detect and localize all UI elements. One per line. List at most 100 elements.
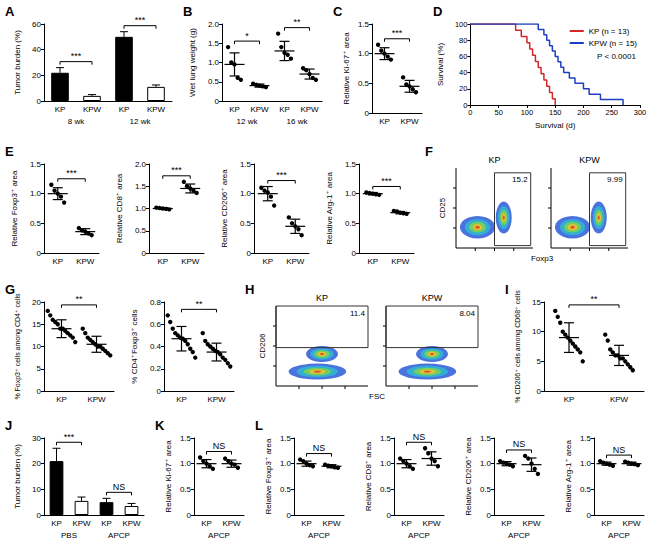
svg-text:1.5: 1.5 xyxy=(480,434,492,443)
svg-text:E: E xyxy=(5,144,14,159)
svg-text:G: G xyxy=(5,282,15,297)
svg-text:KP: KP xyxy=(51,519,62,528)
svg-text:KPW: KPW xyxy=(207,395,226,404)
svg-text:Relative Arg-1⁺ area: Relative Arg-1⁺ area xyxy=(564,440,573,513)
svg-text:KPW: KPW xyxy=(222,519,241,528)
svg-text:150: 150 xyxy=(549,108,562,117)
svg-text:KP: KP xyxy=(601,519,612,528)
svg-text:**: ** xyxy=(195,299,203,309)
svg-text:KP: KP xyxy=(119,105,130,114)
svg-text:***: *** xyxy=(171,165,182,175)
svg-text:**: ** xyxy=(293,17,301,27)
svg-text:16 wk: 16 wk xyxy=(287,117,309,126)
svg-text:0.5: 0.5 xyxy=(280,485,292,494)
svg-text:KP: KP xyxy=(55,105,66,114)
svg-text:KPW: KPW xyxy=(610,395,629,404)
svg-text:1.0: 1.0 xyxy=(180,459,192,468)
svg-text:D: D xyxy=(433,4,442,19)
svg-text:1.0: 1.0 xyxy=(280,459,292,468)
svg-text:H: H xyxy=(245,282,254,297)
svg-text:Relative CD8⁺ area: Relative CD8⁺ area xyxy=(115,173,124,243)
svg-text:0.5: 0.5 xyxy=(345,219,357,228)
svg-text:0: 0 xyxy=(37,97,42,106)
svg-text:1.5: 1.5 xyxy=(580,434,592,443)
svg-text:% CD4⁺Foxp3⁺ cells: % CD4⁺Foxp3⁺ cells xyxy=(130,309,139,383)
svg-text:1.5: 1.5 xyxy=(240,160,252,169)
svg-text:250: 250 xyxy=(605,108,618,117)
svg-text:1.0: 1.0 xyxy=(135,204,147,213)
svg-text:1.5: 1.5 xyxy=(380,434,392,443)
svg-text:KP: KP xyxy=(564,395,575,404)
svg-text:PBS: PBS xyxy=(61,531,77,540)
svg-text:Relative Arg-1⁺ area: Relative Arg-1⁺ area xyxy=(325,172,334,245)
svg-text:Foxp3: Foxp3 xyxy=(531,254,554,263)
svg-text:NS: NS xyxy=(313,443,326,453)
svg-text:11.4: 11.4 xyxy=(350,309,366,318)
svg-text:CD25: CD25 xyxy=(438,197,447,218)
svg-text:1.0: 1.0 xyxy=(240,189,252,198)
svg-text:KP: KP xyxy=(157,257,168,266)
svg-text:1.0: 1.0 xyxy=(580,459,592,468)
svg-text:0: 0 xyxy=(463,101,467,110)
svg-text:200: 200 xyxy=(577,108,590,117)
svg-text:300: 300 xyxy=(634,108,647,117)
svg-text:KPW: KPW xyxy=(300,105,319,114)
svg-text:KPW (n = 15): KPW (n = 15) xyxy=(589,39,638,48)
svg-text:0: 0 xyxy=(157,387,162,396)
svg-text:% CD206⁺ cells among CD68⁺ cel: % CD206⁺ cells among CD68⁺ cells xyxy=(514,290,522,403)
svg-text:KP: KP xyxy=(401,519,412,528)
svg-text:***: *** xyxy=(381,176,392,186)
svg-text:Survival (d): Survival (d) xyxy=(535,121,576,130)
svg-text:0: 0 xyxy=(537,387,542,396)
svg-text:***: *** xyxy=(392,28,403,38)
svg-text:0.5: 0.5 xyxy=(358,79,370,88)
svg-text:KPW: KPW xyxy=(122,519,141,528)
svg-text:KPW: KPW xyxy=(322,519,341,528)
svg-text:1.0: 1.0 xyxy=(358,49,370,58)
svg-text:Relative Ki-67⁺ area: Relative Ki-67⁺ area xyxy=(164,440,173,513)
svg-text:Relative Ki-67⁺ area: Relative Ki-67⁺ area xyxy=(342,32,351,105)
svg-text:0: 0 xyxy=(468,108,472,117)
svg-text:KPW: KPW xyxy=(400,117,419,126)
svg-text:KP: KP xyxy=(56,395,67,404)
svg-text:10: 10 xyxy=(32,485,41,494)
svg-text:0: 0 xyxy=(187,511,192,520)
svg-text:30: 30 xyxy=(32,434,41,443)
svg-text:APCP: APCP xyxy=(208,531,230,540)
svg-text:1.5: 1.5 xyxy=(280,434,292,443)
svg-text:8.04: 8.04 xyxy=(459,309,475,318)
svg-text:Survival (%): Survival (%) xyxy=(436,43,445,86)
svg-text:0: 0 xyxy=(142,249,147,258)
svg-text:20: 20 xyxy=(32,71,41,80)
svg-text:12 wk: 12 wk xyxy=(237,117,259,126)
svg-text:5: 5 xyxy=(37,364,42,373)
svg-text:KP: KP xyxy=(488,155,500,165)
svg-text:KPW: KPW xyxy=(422,519,441,528)
svg-text:A: A xyxy=(5,4,15,19)
svg-text:**: ** xyxy=(75,294,83,304)
svg-text:Relative CD206⁺ area: Relative CD206⁺ area xyxy=(464,437,473,516)
svg-text:NS: NS xyxy=(613,445,626,455)
svg-text:2.0: 2.0 xyxy=(208,20,220,29)
svg-text:KP: KP xyxy=(316,293,328,303)
svg-text:*: * xyxy=(245,31,249,41)
svg-text:0.4: 0.4 xyxy=(150,342,162,351)
svg-text:10: 10 xyxy=(532,327,541,336)
svg-text:***: *** xyxy=(64,432,75,442)
svg-text:1.0: 1.0 xyxy=(208,58,220,67)
svg-text:20: 20 xyxy=(32,298,41,307)
svg-text:40: 40 xyxy=(459,68,467,77)
svg-text:APCP: APCP xyxy=(408,531,430,540)
svg-text:P < 0.0001: P < 0.0001 xyxy=(597,52,636,61)
svg-text:L: L xyxy=(255,418,263,433)
svg-text:KP: KP xyxy=(301,519,312,528)
svg-text:NS: NS xyxy=(513,439,526,449)
svg-text:40: 40 xyxy=(32,45,41,54)
svg-text:1.0: 1.0 xyxy=(345,189,357,198)
svg-text:1.5: 1.5 xyxy=(358,20,370,29)
svg-text:KP: KP xyxy=(229,105,240,114)
svg-text:5: 5 xyxy=(537,357,542,366)
svg-text:0.5: 0.5 xyxy=(240,219,252,228)
svg-text:Tumor burden (%): Tumor burden (%) xyxy=(13,444,22,509)
svg-text:***: *** xyxy=(135,15,146,25)
